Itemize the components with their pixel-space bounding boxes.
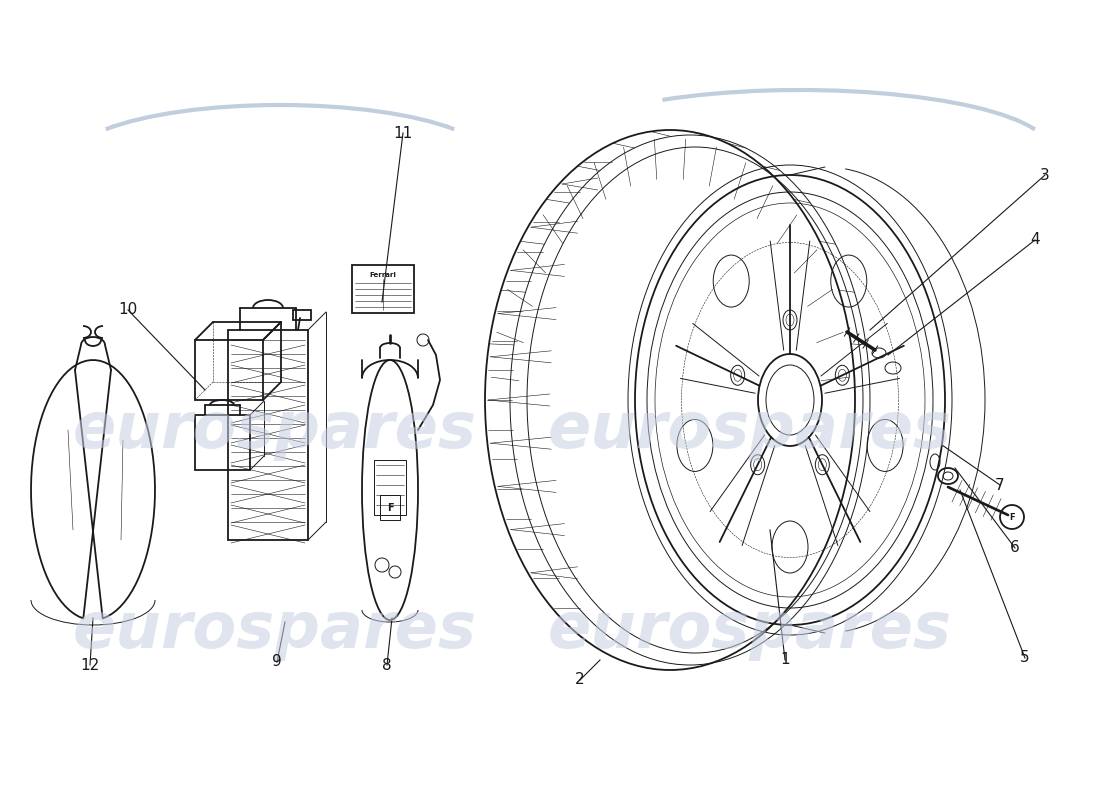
Text: F: F bbox=[1009, 514, 1015, 522]
Text: 8: 8 bbox=[382, 658, 392, 673]
Text: eurospares: eurospares bbox=[73, 399, 477, 461]
Text: 12: 12 bbox=[80, 658, 100, 673]
Text: F: F bbox=[387, 503, 394, 513]
Text: 6: 6 bbox=[1010, 541, 1020, 555]
Bar bbox=[293, 310, 311, 320]
Bar bbox=[379, 495, 400, 520]
Bar bbox=[374, 460, 406, 515]
Text: 5: 5 bbox=[1020, 650, 1030, 666]
Bar bbox=[195, 340, 263, 400]
Bar bbox=[228, 330, 308, 540]
Text: eurospares: eurospares bbox=[548, 399, 952, 461]
Text: 4: 4 bbox=[1031, 233, 1040, 247]
Text: 3: 3 bbox=[1041, 167, 1049, 182]
Text: 7: 7 bbox=[996, 478, 1004, 493]
Bar bbox=[352, 265, 414, 313]
Text: eurospares: eurospares bbox=[548, 599, 952, 661]
Text: 9: 9 bbox=[272, 654, 282, 670]
Text: 2: 2 bbox=[575, 673, 585, 687]
Text: 1: 1 bbox=[780, 653, 790, 667]
Text: 11: 11 bbox=[394, 126, 412, 141]
Text: eurospares: eurospares bbox=[73, 599, 477, 661]
Bar bbox=[195, 415, 250, 470]
Text: 10: 10 bbox=[119, 302, 138, 318]
Text: Ferrari: Ferrari bbox=[370, 272, 396, 278]
